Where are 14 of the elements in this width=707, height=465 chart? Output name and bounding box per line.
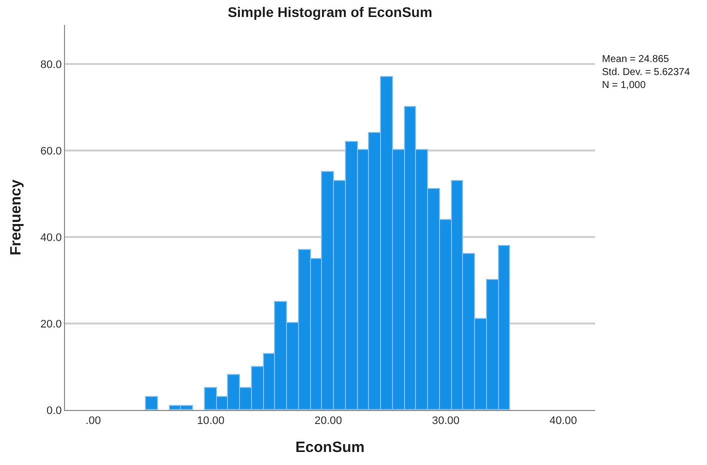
y-tick-label: 80.0	[40, 58, 62, 71]
x-tick-label: 30.00	[432, 415, 460, 428]
y-tick-label: 60.0	[40, 145, 62, 158]
text: Mean = 24.865 Std. Dev. = 5.62374 N = 1,000	[602, 54, 690, 91]
x-axis-title: EconSum	[295, 439, 365, 456]
x-tick-label: 40.00	[550, 415, 578, 428]
x-tick-label: 10.00	[196, 415, 224, 428]
y-tick-label: 0.0	[46, 404, 62, 417]
x-tick-label: .00	[86, 415, 101, 428]
chart-title: Simple Histogram of EconSum	[228, 4, 432, 20]
y-tick-label: 20.0	[40, 318, 62, 330]
y-tick-label: 40.0	[40, 232, 62, 244]
y-axis-title: Frequency	[8, 178, 25, 256]
x-tick-label: 20.00	[314, 415, 342, 428]
